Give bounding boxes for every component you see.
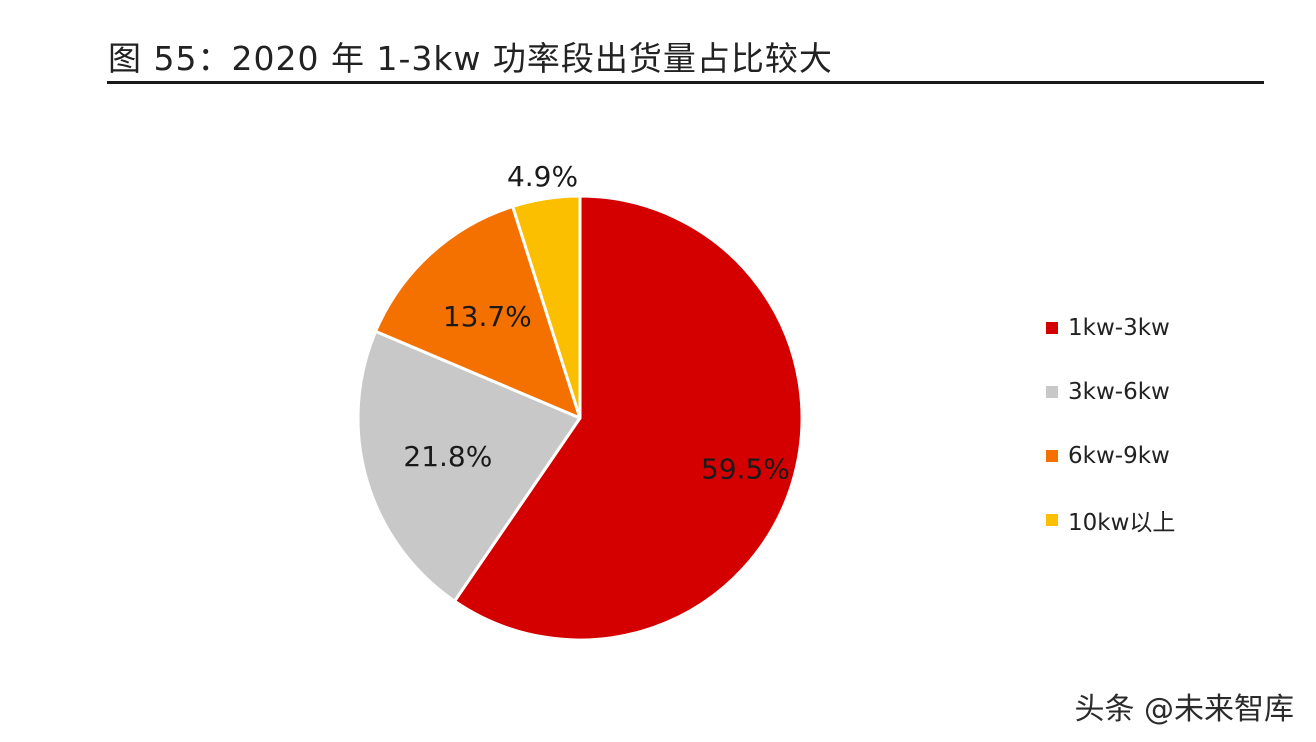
chart-legend: 1kw-3kw 3kw-6kw 6kw-9kw 10kw以上 [1046, 312, 1175, 568]
chart-title: 图 55：2020 年 1-3kw 功率段出货量占比较大 [108, 39, 833, 78]
legend-swatch [1046, 514, 1058, 526]
legend-label: 1kw-3kw [1068, 315, 1170, 341]
legend-label: 3kw-6kw [1068, 379, 1170, 405]
legend-label: 6kw-9kw [1068, 443, 1170, 469]
slice-label-6kw-9kw: 13.7% [443, 300, 532, 333]
legend-item-6kw-9kw: 6kw-9kw [1046, 440, 1175, 472]
legend-swatch [1046, 322, 1058, 334]
legend-item-10kw以上: 10kw以上 [1046, 504, 1175, 536]
legend-item-3kw-6kw: 3kw-6kw [1046, 376, 1175, 408]
pie-slice-10kw以上 [511, 194, 582, 420]
legend-swatch [1046, 386, 1058, 398]
watermark: 头条 @未来智库 [1074, 692, 1294, 727]
legend-item-1kw-3kw: 1kw-3kw [1046, 312, 1175, 344]
legend-swatch [1046, 450, 1058, 462]
slice-label-1kw-3kw: 59.5% [701, 453, 790, 486]
slice-label-10kw以上: 4.9% [507, 160, 578, 193]
title-underline [107, 81, 1264, 84]
legend-label: 10kw以上 [1068, 510, 1176, 536]
pie-slice-1kw-3kw [453, 194, 804, 642]
pie-slice-3kw-6kw [356, 329, 582, 603]
slice-label-3kw-6kw: 21.8% [403, 440, 492, 473]
